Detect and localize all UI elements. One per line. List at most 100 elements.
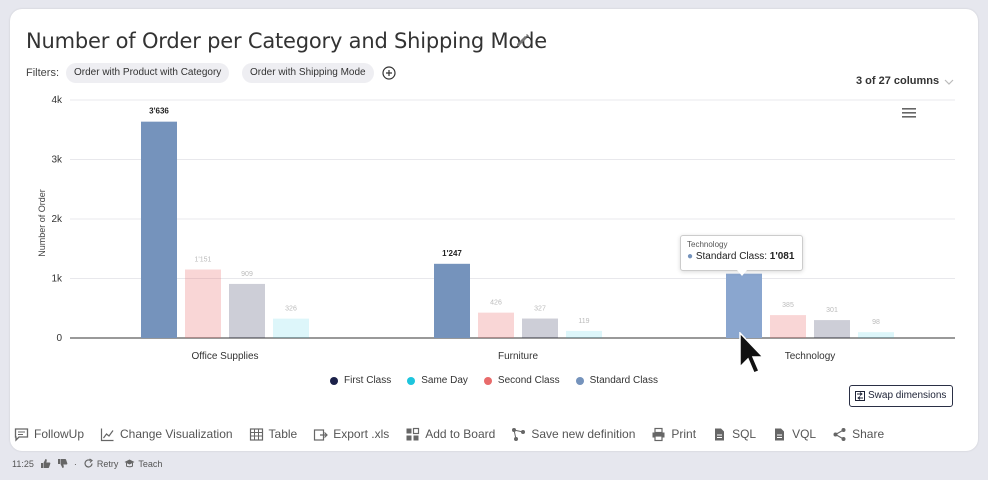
action-toolbar: FollowUp Change Visualization Table Expo… [14,424,900,444]
bar-second-class [770,315,806,338]
y-axis-label: Number of Order [37,189,47,257]
line-chart-icon [100,428,114,441]
y-tick-label: 3k [51,155,63,166]
bar-same-day [566,330,602,338]
swap-icon [855,391,865,401]
hamburger-menu-icon[interactable] [902,107,916,119]
board-icon [406,427,420,440]
data-label: 1'151 [195,257,212,264]
data-label: 301 [826,307,838,314]
x-tick-label: Furniture [498,351,538,362]
filter-chip-shipping[interactable]: Order with Shipping Mode [242,63,374,83]
chart-legend: First Class Same Day Second Class Standa… [330,375,658,386]
export-icon [314,428,329,441]
data-label: 3'636 [149,107,169,116]
bar-standard-class [726,273,762,338]
thumbs-up-icon[interactable] [40,458,51,469]
bar-second-class [478,312,514,338]
legend-item-standard-class[interactable]: Standard Class [575,375,658,386]
add-filter-icon[interactable] [381,65,397,81]
print-button[interactable]: Print [651,427,696,442]
message-status-bar: 11:25 · Retry Teach [12,458,162,469]
y-tick-label: 2k [51,214,63,225]
y-tick-label: 1k [51,274,63,285]
toolbar-label: Export .xls [333,427,390,441]
bar-standard-class [434,263,470,338]
legend-item-first-class[interactable]: First Class [330,375,391,386]
mouse-cursor-icon [739,332,763,374]
legend-dot [483,376,492,385]
legend-label: Second Class [497,375,560,386]
pencil-icon[interactable] [514,31,532,49]
toolbar-label: Add to Board [425,427,496,441]
chat-icon [14,427,29,442]
print-icon [652,427,665,441]
x-tick-label: Technology [785,351,836,362]
file-icon [775,428,785,440]
retry-label: Retry [96,458,119,469]
legend-label: First Class [344,375,392,386]
sql-button[interactable]: SQL [712,427,756,442]
data-label: 426 [490,300,502,307]
save-new-definition-button[interactable]: Save new definition [511,427,635,442]
table-icon [249,427,263,441]
legend-dot [575,376,584,385]
bar-standard-class [141,121,177,339]
swap-dimensions-button[interactable]: Swap dimensions [849,385,954,407]
toolbar-label: FollowUp [34,427,85,441]
data-label: 385 [782,302,794,309]
data-label: 327 [534,306,546,313]
toolbar-label: Share [852,427,885,441]
legend-label: Same Day [421,375,468,386]
x-tick-label: Office Supplies [191,351,258,362]
chart-card: Number of Order per Category and Shippin… [10,9,978,451]
export-xls-button[interactable]: Export .xls [313,427,389,442]
toolbar-label: Table [268,427,298,441]
bar-first-class [814,320,850,338]
bar-second-class [185,269,221,338]
toolbar-label: Save new definition [531,427,636,441]
data-label: 909 [241,271,253,278]
bar-first-class [229,283,265,338]
toolbar-label: SQL [732,427,757,441]
toolbar-label: Print [671,427,697,441]
followup-button[interactable]: FollowUp [14,427,84,442]
tooltip-title: Technology [687,240,728,249]
thumbs-down-icon[interactable] [57,458,68,469]
share-button[interactable]: Share [832,427,884,442]
swap-dimensions-label: Swap dimensions [868,390,947,401]
add-to-board-button[interactable]: Add to Board [405,427,495,442]
toolbar-label: Change Visualization [120,427,233,441]
tooltip-value: 1'081 [769,251,795,262]
change-visualization-button[interactable]: Change Visualization [100,427,233,442]
bar-chart: 0 1k 2k 3k 4k Number of Order 3'636 1'151 909 326… [37,95,955,362]
legend-dot [407,376,416,385]
y-tick-label: 4k [51,95,63,106]
vql-button[interactable]: VQL [772,427,816,442]
data-label: 119 [578,318,589,325]
legend-label: Standard Class [589,375,658,386]
teach-label: Teach [138,458,163,469]
chart-tooltip: Technology ● Standard Class: 1'081 [680,235,803,276]
filter-chip-category[interactable]: Order with Product with Category [66,63,230,83]
columns-selector[interactable]: 3 of 27 columns [856,75,940,87]
data-label: 326 [285,306,297,313]
legend-item-second-class[interactable]: Second Class [483,375,560,386]
legend-dot [330,376,338,385]
share-icon [833,427,846,441]
bar-first-class [522,318,558,338]
retry-icon [84,458,93,468]
retry-button[interactable]: Retry [83,458,119,469]
flow-icon [512,427,526,441]
y-tick-label: 0 [56,333,62,344]
legend-item-same-day[interactable]: Same Day [407,375,468,386]
divider-dot: · [73,458,77,469]
teach-button[interactable]: Teach [124,458,162,469]
table-button[interactable]: Table [249,427,298,442]
data-label: 1'247 [442,249,462,258]
page-title: Number of Order per Category and Shippin… [26,29,547,53]
filters-label: Filters: [26,67,59,79]
toolbar-label: VQL [792,427,817,441]
bar-same-day [858,332,894,338]
chevron-down-icon[interactable] [944,77,954,87]
